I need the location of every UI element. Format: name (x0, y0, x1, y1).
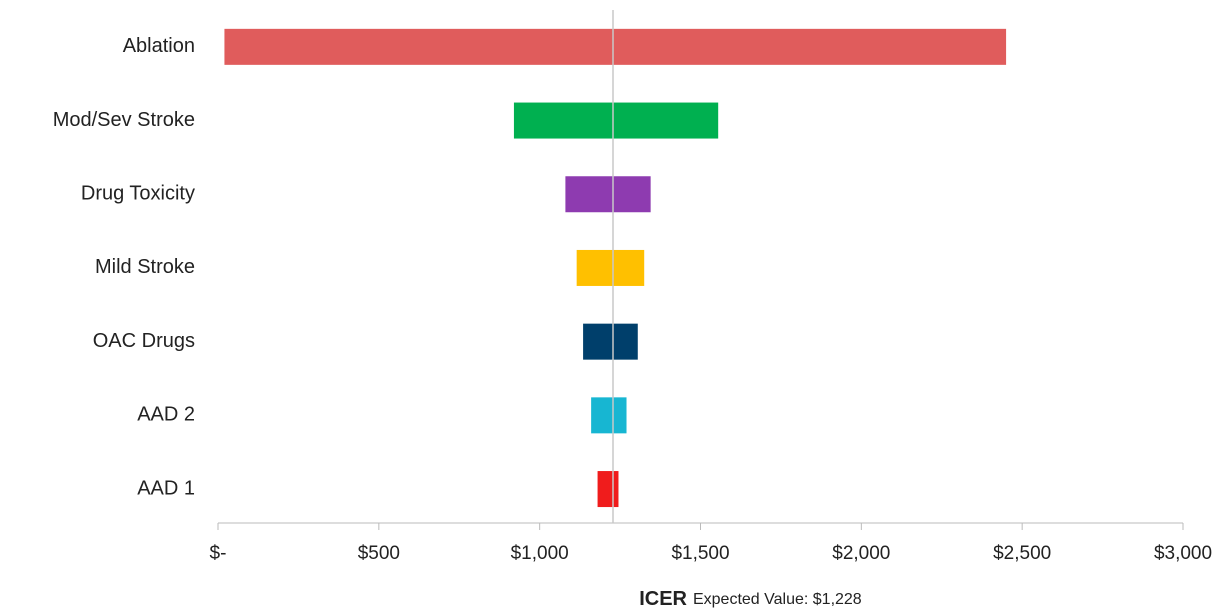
bar (513, 102, 719, 139)
bar (583, 323, 638, 360)
bar (591, 397, 627, 434)
reference-label: Expected Value: $1,228 (693, 591, 862, 608)
bar (565, 176, 651, 213)
x-tick-label: $500 (358, 543, 400, 564)
x-tick-label: $1,000 (511, 543, 569, 564)
x-tick-label: $2,000 (832, 543, 890, 564)
category-label: Mod/Sev Stroke (53, 109, 195, 131)
x-tick-label: $1,500 (671, 543, 729, 564)
bar (576, 249, 645, 286)
category-label: Ablation (123, 35, 195, 57)
category-label: AAD 2 (137, 404, 195, 426)
x-axis-label: ICER (639, 588, 687, 610)
x-tick-label: $3,000 (1154, 543, 1212, 564)
axis-caption: ICER Expected Value: $1,228 (639, 588, 862, 610)
category-label: AAD 1 (137, 477, 195, 499)
category-label: Drug Toxicity (81, 183, 195, 205)
bar (224, 28, 1007, 65)
x-tick-label: $- (210, 543, 227, 564)
category-label: OAC Drugs (93, 330, 195, 352)
x-tick-label: $2,500 (993, 543, 1051, 564)
bar (597, 471, 619, 508)
category-label: Mild Stroke (95, 256, 195, 278)
